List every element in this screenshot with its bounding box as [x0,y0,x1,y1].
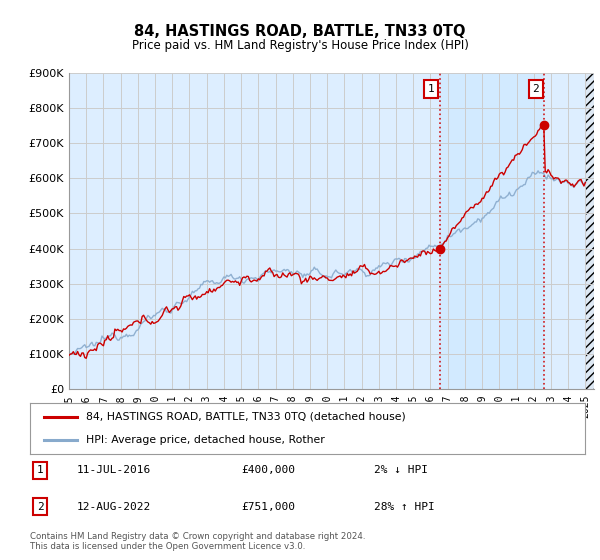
Text: £751,000: £751,000 [241,502,295,512]
Text: HPI: Average price, detached house, Rother: HPI: Average price, detached house, Roth… [86,435,324,445]
Text: 1: 1 [428,83,434,94]
Text: 84, HASTINGS ROAD, BATTLE, TN33 0TQ (detached house): 84, HASTINGS ROAD, BATTLE, TN33 0TQ (det… [86,412,405,422]
Bar [440,73,544,389]
Text: 2% ↓ HPI: 2% ↓ HPI [374,465,428,475]
Text: 11-JUL-2016: 11-JUL-2016 [77,465,151,475]
Text: Contains HM Land Registry data © Crown copyright and database right 2024.
This d: Contains HM Land Registry data © Crown c… [30,532,365,552]
Text: £400,000: £400,000 [241,465,295,475]
Bar [586,73,594,389]
Text: 12-AUG-2022: 12-AUG-2022 [77,502,151,512]
Text: Price paid vs. HM Land Registry's House Price Index (HPI): Price paid vs. HM Land Registry's House … [131,39,469,52]
Text: 2: 2 [37,502,43,512]
Text: 28% ↑ HPI: 28% ↑ HPI [374,502,435,512]
Text: 84, HASTINGS ROAD, BATTLE, TN33 0TQ: 84, HASTINGS ROAD, BATTLE, TN33 0TQ [134,24,466,39]
Text: 2: 2 [532,83,539,94]
Text: 1: 1 [37,465,43,475]
